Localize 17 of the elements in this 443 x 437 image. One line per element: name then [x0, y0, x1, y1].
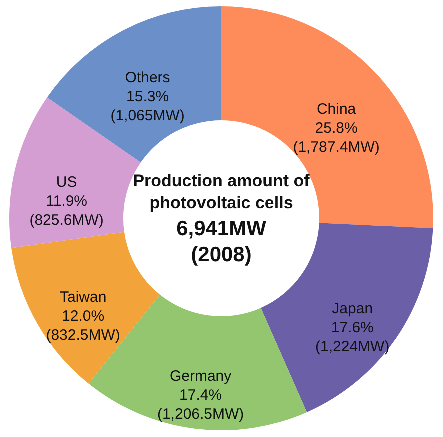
slice-label: Taiwan — [60, 289, 107, 306]
slice-label: China — [316, 100, 357, 118]
donut-slice — [47, 6, 222, 163]
data-label: 25.8% (1,787.4MW) — [293, 120, 380, 156]
text: 6,941MW — [176, 218, 267, 240]
data-label: 12.0% (832.5MW) — [46, 308, 120, 344]
slice-label: US — [56, 174, 78, 191]
data-label: 17.6% (1,224MW) — [316, 319, 390, 356]
data-label: 17.4% (1,206.5MW) — [157, 387, 244, 424]
data-label: 11.9% (825.6MW) — [30, 192, 104, 229]
donut-slice — [12, 232, 160, 384]
text: Production amount of photovoltaic cells — [133, 172, 310, 212]
slice-label: Japan — [332, 300, 374, 318]
slice-label: Others — [125, 70, 170, 87]
slice-label: Germany — [170, 368, 232, 386]
data-label: 15.3% (1,065MW) — [110, 88, 185, 125]
text: (2008) — [191, 244, 252, 266]
